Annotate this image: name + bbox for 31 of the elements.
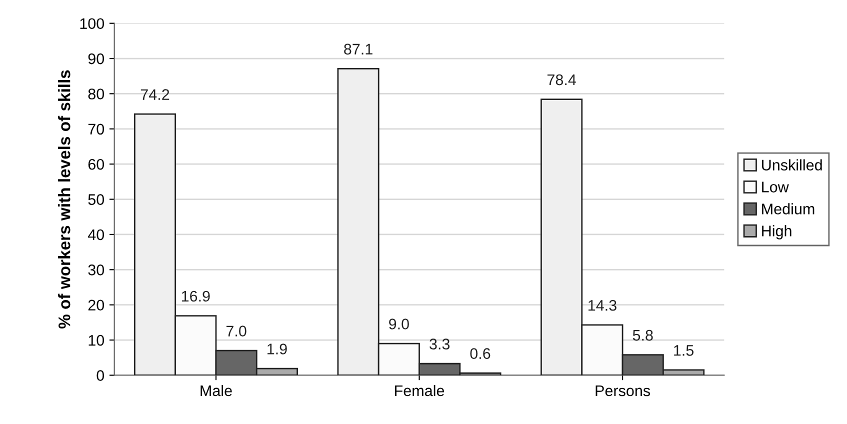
- y-tick-label: 100: [80, 18, 104, 30]
- data-label: 1.5: [674, 345, 694, 356]
- y-tick-label: 50: [88, 194, 104, 205]
- legend-label: Unskilled: [762, 159, 822, 170]
- data-label: 14.3: [588, 300, 616, 311]
- data-label: 78.4: [547, 74, 576, 86]
- legend-label: Medium: [762, 203, 814, 214]
- y-tick-label: 90: [88, 53, 104, 64]
- data-label: 1.9: [268, 344, 287, 354]
- y-tick-label: 60: [88, 158, 104, 170]
- legend-label: High: [762, 225, 792, 240]
- x-tick-label: Male: [200, 384, 232, 396]
- data-label: 9.0: [389, 318, 409, 330]
- y-tick-label: 0: [96, 370, 104, 381]
- data-label: 5.8: [632, 330, 653, 341]
- y-tick-label: 20: [88, 300, 104, 311]
- data-label: 16.9: [182, 290, 210, 302]
- x-tick-label: Persons: [596, 386, 650, 396]
- data-label: 7.0: [226, 326, 246, 336]
- y-tick-label: 40: [88, 229, 104, 240]
- data-label: 0.6: [470, 348, 490, 359]
- y-axis-title: % of workers with levels of skills: [58, 70, 70, 329]
- x-tick-label: Female: [395, 384, 444, 396]
- data-label: 3.3: [430, 338, 450, 350]
- legend-label: Low: [762, 182, 789, 192]
- data-label: 74.2: [140, 89, 170, 100]
- y-tick-label: 30: [88, 264, 104, 276]
- data-label: 87.1: [344, 44, 372, 55]
- y-tick-label: 70: [88, 124, 104, 135]
- y-tick-label: 80: [88, 88, 104, 100]
- y-tick-label: 10: [88, 334, 104, 346]
